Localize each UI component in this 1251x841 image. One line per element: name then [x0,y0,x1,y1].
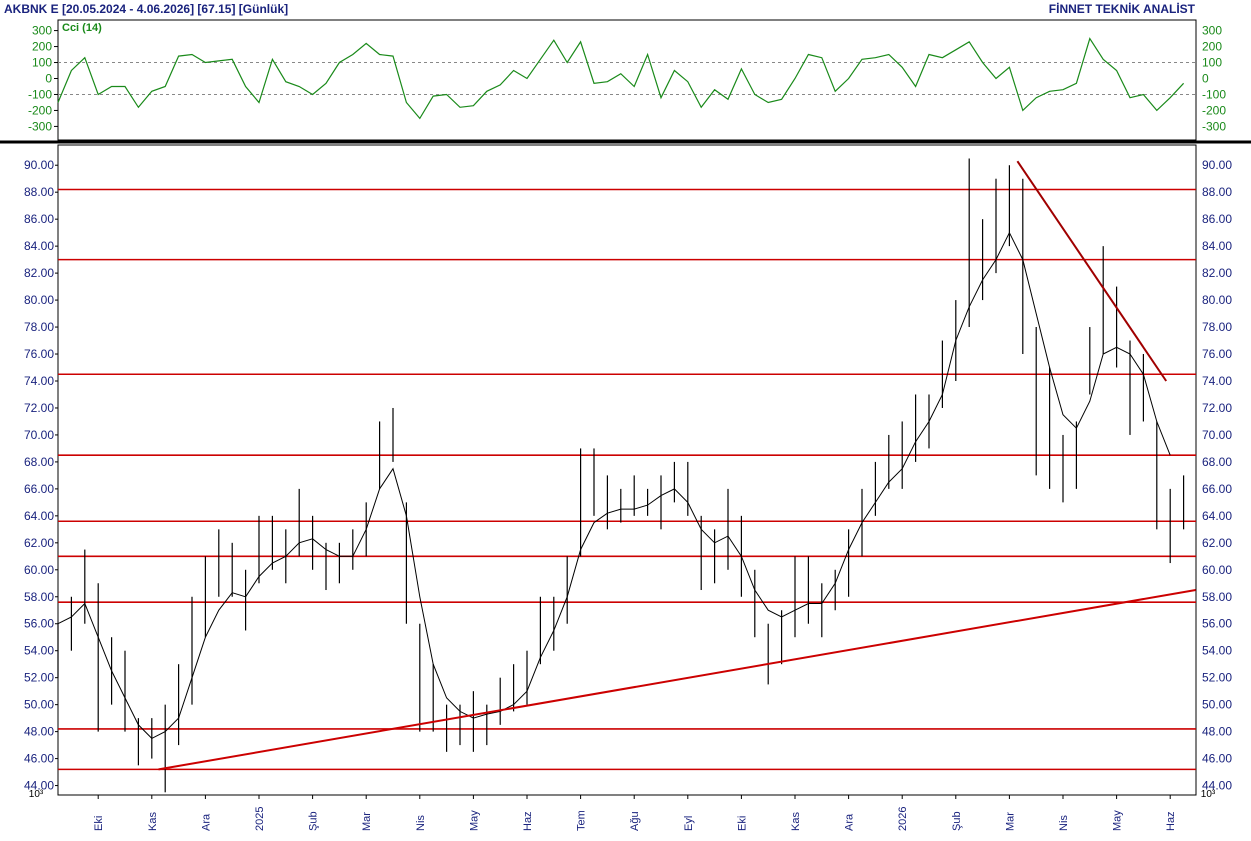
y-tick-label: 74.00 [24,374,54,388]
x-tick-label: Kas [790,812,802,831]
x-tick-label: Nis [1058,815,1070,831]
y-tick-label: 70.00 [24,428,54,442]
y-tick-label-right: 100 [1202,56,1222,70]
y-tick-label-right: 300 [1202,24,1222,38]
y-tick-label-right: 200 [1202,40,1222,54]
x-tick-label: May [1112,810,1124,831]
y-tick-label: 52.00 [24,671,54,685]
y-tick-label-right: 62.00 [1202,536,1232,550]
multiplier-left: 10³ [29,789,44,800]
y-tick-label: 80.00 [24,293,54,307]
price-frame [57,144,1197,796]
y-tick-label: 76.00 [24,347,54,361]
x-tick-label: Mar [1004,812,1016,831]
x-tick-label: Eyl [683,816,695,831]
cci-title: Cci (14) [62,22,102,34]
y-tick-label: 54.00 [24,644,54,658]
y-tick-label-right: 74.00 [1202,374,1232,388]
y-tick-label-right: 84.00 [1202,239,1232,253]
x-tick-label: Ağu [629,811,641,831]
y-tick-label: 100 [32,56,52,70]
trend-line [158,589,1196,771]
x-tick-label: Eki [93,816,105,831]
y-tick-label: 48.00 [24,725,54,739]
y-tick-label-right: 80.00 [1202,293,1232,307]
y-tick-label: 62.00 [24,536,54,550]
y-tick-label-right: 70.00 [1202,428,1232,442]
y-tick-label: -200 [28,103,52,117]
multiplier-right: 10³ [1201,789,1216,800]
y-tick-label-right: 66.00 [1202,482,1232,496]
y-tick-label-right: 86.00 [1202,212,1232,226]
header-title: AKBNK E [20.05.2024 - 4.06.2026] [67.15]… [4,2,288,16]
y-tick-label: 64.00 [24,509,54,523]
x-tick-label: May [468,810,480,831]
y-tick-label-right: 46.00 [1202,752,1232,766]
y-tick-label-right: 48.00 [1202,725,1232,739]
y-tick-label: 46.00 [24,752,54,766]
y-tick-label: 84.00 [24,239,54,253]
y-tick-label-right: 76.00 [1202,347,1232,361]
y-tick-label-right: 88.00 [1202,185,1232,199]
y-tick-label: 68.00 [24,455,54,469]
y-tick-label: 0 [45,72,52,86]
x-tick-label: 2025 [254,807,266,831]
y-tick-label-right: 64.00 [1202,509,1232,523]
y-tick-label-right: -200 [1202,103,1226,117]
y-tick-label: 200 [32,40,52,54]
moving-average [57,231,1171,740]
y-tick-label-right: 58.00 [1202,590,1232,604]
y-tick-label: 300 [32,24,52,38]
y-tick-label: 88.00 [24,185,54,199]
y-tick-label-right: 68.00 [1202,455,1232,469]
y-tick-label: 82.00 [24,266,54,280]
x-tick-label: Şub [951,811,963,831]
y-tick-label: 90.00 [24,158,54,172]
trend-line [1016,160,1168,382]
y-tick-label: -300 [28,119,52,133]
x-tick-label: Nis [415,815,427,831]
x-tick-label: Kas [147,812,159,831]
y-tick-label-right: 56.00 [1202,617,1232,631]
y-tick-label: 78.00 [24,320,54,334]
x-tick-label: Mar [361,812,373,831]
y-tick-label-right: 90.00 [1202,158,1232,172]
y-tick-label-right: 72.00 [1202,401,1232,415]
x-tick-label: Ara [200,813,212,831]
x-tick-label: Tem [576,810,588,831]
y-tick-label: 60.00 [24,563,54,577]
x-tick-label: Haz [1165,811,1177,831]
x-tick-label: Ara [844,813,856,831]
y-tick-label-right: -300 [1202,119,1226,133]
y-tick-label: 56.00 [24,617,54,631]
y-tick-label: 44.00 [24,779,54,793]
y-tick-label-right: 52.00 [1202,671,1232,685]
y-tick-label-right: 44.00 [1202,779,1232,793]
y-tick-label: 58.00 [24,590,54,604]
x-tick-label: 2026 [897,807,909,831]
x-tick-label: Haz [522,811,534,831]
y-tick-label: -100 [28,87,52,101]
x-tick-label: Eki [736,816,748,831]
y-tick-label-right: 78.00 [1202,320,1232,334]
y-tick-label-right: 82.00 [1202,266,1232,280]
y-tick-label: 50.00 [24,698,54,712]
y-tick-label: 66.00 [24,482,54,496]
cci-frame [57,19,1197,141]
y-tick-label-right: -100 [1202,87,1226,101]
y-tick-label-right: 50.00 [1202,698,1232,712]
y-tick-label: 72.00 [24,401,54,415]
header-source: FİNNET TEKNİK ANALİST [1049,1,1196,16]
cci-line [57,37,1185,120]
y-tick-label-right: 0 [1202,72,1209,86]
x-tick-label: Şub [308,811,320,831]
y-tick-label-right: 54.00 [1202,644,1232,658]
y-tick-label-right: 60.00 [1202,563,1232,577]
y-tick-label: 86.00 [24,212,54,226]
